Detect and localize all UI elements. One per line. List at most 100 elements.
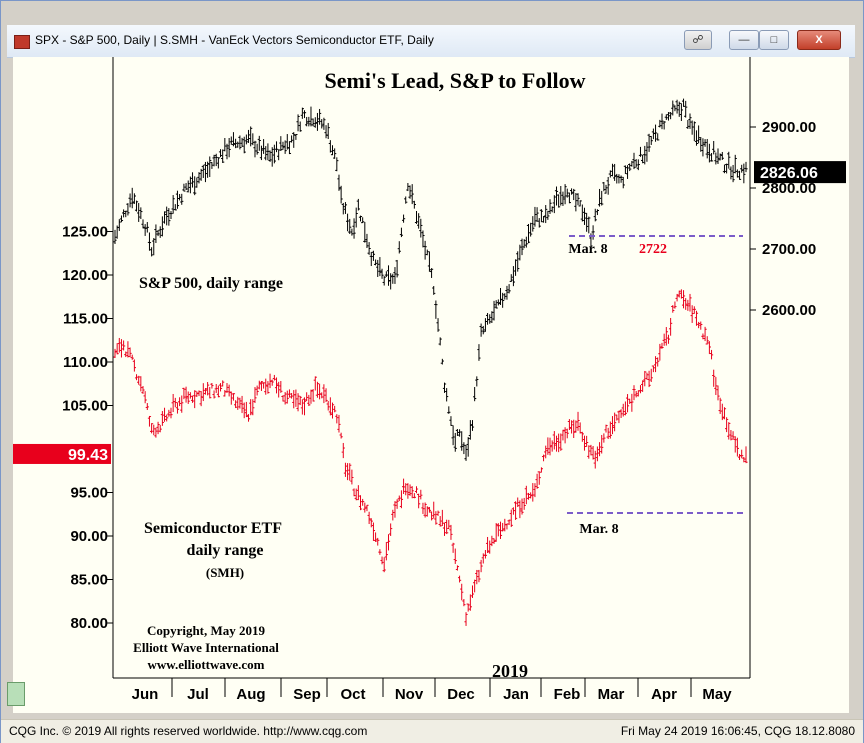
smh-bar — [716, 385, 720, 401]
spx-bar — [647, 133, 651, 152]
spx-bar — [473, 387, 477, 402]
smh-bar — [417, 493, 421, 509]
smh-bar — [126, 341, 130, 358]
smh-bar — [404, 483, 408, 496]
smh-bar — [294, 389, 298, 407]
smh-bar — [257, 380, 261, 390]
spx-bar — [669, 111, 673, 120]
spx-bar — [311, 118, 315, 127]
chart-svg[interactable]: Semi's Lead, S&P to Follow S&P 500, dail… — [13, 57, 849, 713]
month-label: Sep — [293, 686, 321, 703]
spx-bar — [255, 143, 259, 155]
smh-bar — [619, 409, 623, 418]
smh-bar — [234, 400, 238, 409]
smh-bar — [143, 391, 147, 404]
smh-bar — [365, 504, 369, 512]
spx-bar — [141, 219, 145, 229]
smh-bar — [188, 392, 192, 399]
close-button[interactable]: X — [797, 30, 841, 50]
smh-bar — [492, 538, 496, 544]
spx-bar — [305, 116, 309, 127]
smh-bar — [414, 486, 419, 494]
spx-bar — [182, 183, 186, 192]
spx-bar — [720, 151, 724, 160]
smh-bar — [649, 368, 653, 383]
spx-bar — [285, 134, 289, 150]
spx-bar — [333, 148, 337, 159]
smh-bar — [511, 507, 516, 515]
spx-bar — [216, 157, 220, 169]
spx-bar — [337, 174, 341, 191]
month-label: Feb — [554, 686, 581, 703]
smh-tick-label: 90.00 — [70, 528, 108, 545]
smh-bar — [546, 437, 550, 455]
smh-bar — [115, 343, 119, 355]
minimize-button[interactable]: — — [729, 30, 759, 50]
smh-bar — [434, 511, 438, 525]
spx-bar — [630, 160, 634, 167]
smh-bar — [193, 390, 197, 409]
smh-bar — [128, 347, 132, 358]
spx-bar — [335, 157, 339, 172]
smh-bar — [593, 450, 597, 469]
smh-bar — [369, 518, 373, 528]
smh-bar — [488, 540, 492, 554]
smh-bar — [152, 424, 156, 436]
smh-bar — [317, 383, 322, 400]
smh-bar — [490, 535, 494, 547]
smh-bar — [578, 422, 582, 434]
spx-bar — [324, 125, 328, 139]
smh-bar — [522, 497, 526, 510]
smh-tick-label: 105.00 — [62, 398, 108, 415]
smh-bar — [324, 388, 328, 403]
smh-bar — [289, 393, 294, 399]
smh-bar — [533, 483, 537, 498]
spx-bar — [554, 186, 559, 206]
smh-bar — [669, 317, 673, 336]
smh-bar — [244, 401, 248, 418]
link-icon[interactable]: ☍ — [684, 30, 712, 50]
spx-bar — [516, 251, 520, 272]
smh-bar — [516, 497, 520, 508]
smh-bar — [259, 381, 264, 391]
smh-bar — [600, 434, 604, 454]
smh-bar — [380, 556, 384, 565]
spx-bar — [714, 152, 718, 165]
smh-bar — [645, 372, 649, 380]
spx-bar — [427, 251, 432, 272]
spx-bar — [445, 388, 449, 402]
spx-bar — [567, 192, 572, 204]
smh-bar — [361, 498, 365, 506]
chart-area[interactable]: Semi's Lead, S&P to Follow S&P 500, dail… — [13, 57, 849, 713]
spx-bar — [300, 107, 304, 119]
smh-bar — [623, 401, 627, 416]
smh-bar — [393, 501, 397, 518]
month-label: Mar — [598, 686, 625, 703]
smh-bar — [253, 387, 257, 403]
smh-bar — [744, 446, 748, 464]
spx-bar — [238, 135, 242, 150]
spx-bar — [722, 164, 727, 174]
smh-bar — [518, 500, 522, 519]
smh-bar — [449, 524, 453, 540]
smh-bar — [591, 445, 595, 460]
maximize-button[interactable]: □ — [759, 30, 789, 50]
spx-bar — [421, 230, 425, 248]
month-label: Nov — [395, 686, 424, 703]
spx-bar — [507, 284, 511, 294]
smh-bar — [688, 293, 692, 312]
title-bar[interactable]: SPX - S&P 500, Daily | S.SMH - VanEck Ve… — [7, 25, 855, 58]
spx-bar — [432, 286, 436, 295]
spx-bar — [277, 149, 281, 161]
spx-bar — [707, 143, 711, 163]
spx-bar — [703, 139, 707, 147]
spx-bar — [440, 358, 444, 365]
spx-bar — [147, 232, 152, 251]
smh-bar — [251, 399, 255, 416]
smh-bar — [201, 383, 205, 402]
spx-bar — [307, 116, 311, 127]
smh-bar — [214, 383, 218, 393]
smh-tick-label: 125.00 — [62, 224, 108, 241]
smh-bar — [453, 548, 457, 564]
spx-bar — [447, 406, 451, 414]
